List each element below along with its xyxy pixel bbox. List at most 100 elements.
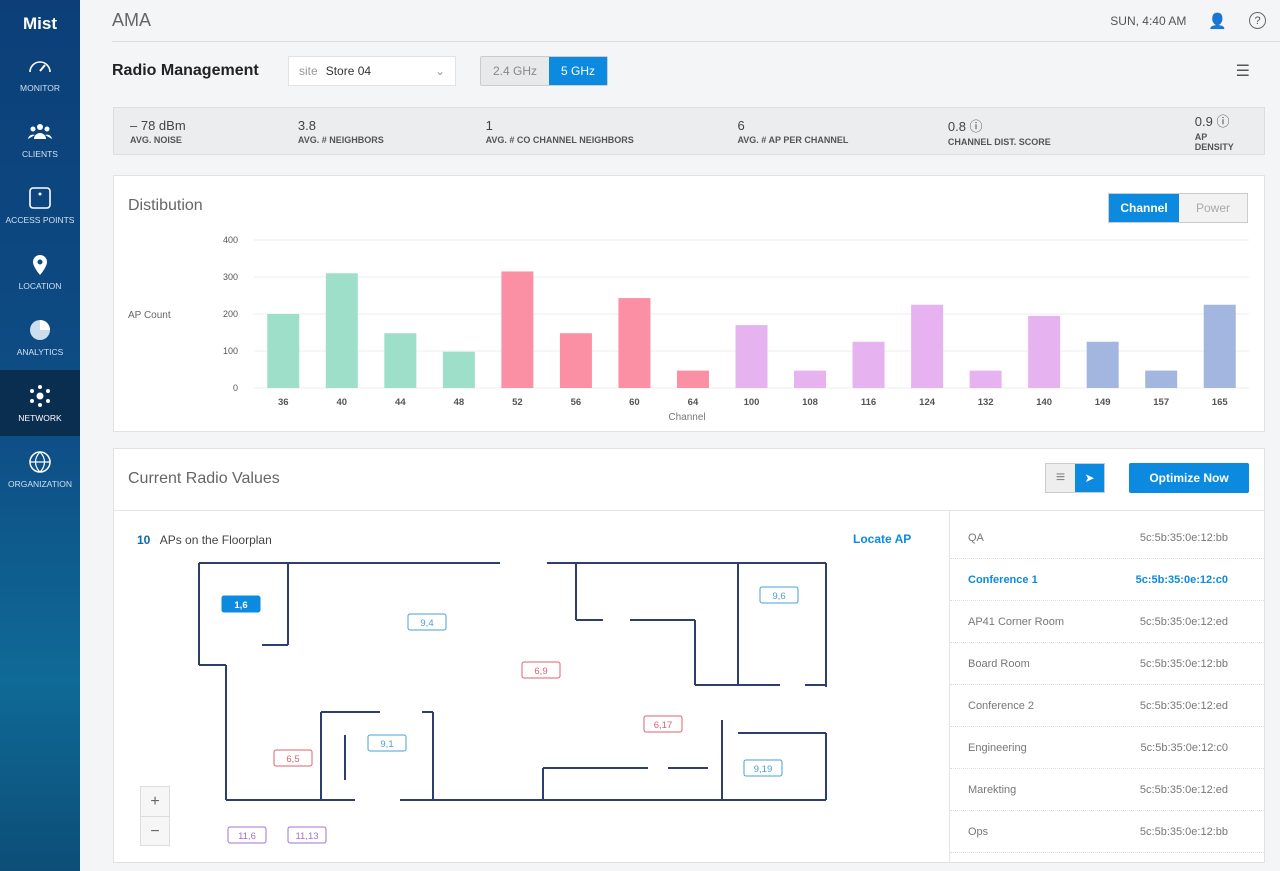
tab-channel[interactable]: Channel <box>1109 194 1179 222</box>
y-axis-label: AP Count <box>128 310 171 321</box>
stat-value: 6 <box>737 117 745 133</box>
ap-mac: 5c:5b:35:0e:12:ed <box>1139 699 1228 712</box>
ap-marker[interactable]: 9,4 <box>407 613 447 631</box>
band-5[interactable]: 5 GHz <box>549 57 608 85</box>
distribution-chart: 0 100 200 300 400 36 40 44 48 52 56 60 64 100 108 116 12… <box>128 235 1249 423</box>
ap-label: 9,1 <box>380 739 393 750</box>
x-tick-label: 165 <box>1212 397 1229 408</box>
band-2-4[interactable]: 2.4 GHz <box>481 57 550 85</box>
bar-140[interactable] <box>1028 315 1061 388</box>
ap-name: Conference 2 <box>968 699 1035 712</box>
sidebar-item-organization[interactable]: ORGANIZATION <box>0 436 80 502</box>
x-tick-label: 108 <box>802 397 818 408</box>
ap-marker[interactable]: 9,1 <box>367 734 407 752</box>
ap-mac: 5c:5b:35:0e:12:bb <box>1139 657 1228 670</box>
ap-list-item[interactable]: AP41 Corner Room 5c:5b:35:0e:12:ed <box>950 601 1264 643</box>
zoom-in-button[interactable]: + <box>141 787 169 817</box>
sidebar-item-monitor[interactable]: MONITOR <box>0 40 80 106</box>
x-tick-label: 64 <box>688 397 699 408</box>
ap-marker[interactable]: 6,17 <box>643 715 683 733</box>
ap-list-item[interactable]: QA 5c:5b:35:0e:12:bb <box>950 517 1264 559</box>
bar-64[interactable] <box>676 370 709 388</box>
ap-name: Board Room <box>968 657 1030 670</box>
bar-132[interactable] <box>969 370 1002 388</box>
sidebar-item-clients[interactable]: CLIENTS <box>0 106 80 172</box>
optimize-now-button[interactable]: Optimize Now <box>1129 463 1249 493</box>
floorplan[interactable]: 1,6 9,4 6,9 9,6 6,17 9,1 6,5 9,19 11,6 11,13 <box>114 510 948 860</box>
help-icon[interactable]: ? <box>1249 12 1266 29</box>
bar-116[interactable] <box>852 341 885 388</box>
page-title: Radio Management <box>112 62 259 79</box>
bar-60[interactable] <box>618 298 651 388</box>
site-select[interactable]: site Store 04 ⌄ <box>288 56 456 86</box>
pie-chart-icon <box>30 320 50 340</box>
ap-marker[interactable]: 11,6 <box>227 826 267 844</box>
zoom-out-button[interactable]: − <box>150 822 160 840</box>
ap-list-item[interactable]: Conference 2 5c:5b:35:0e:12:ed <box>950 685 1264 727</box>
ap-marker[interactable]: 6,9 <box>521 661 561 679</box>
bar-44[interactable] <box>384 333 417 388</box>
sidebar-item-access-points[interactable]: ACCESS POINTS <box>0 172 80 238</box>
x-tick-label: 149 <box>1095 397 1111 408</box>
sidebar-item-network[interactable]: NETWORK <box>0 370 80 436</box>
map-pointer-icon[interactable]: ➤ <box>1075 464 1104 492</box>
radio-card: Current Radio Values ≡ ➤ Optimize Now 10… <box>113 448 1265 863</box>
ap-list: QA 5c:5b:35:0e:12:bb Conference 1 5c:5b:35:… <box>950 517 1264 853</box>
bar-52[interactable] <box>501 271 534 388</box>
x-tick-label: 48 <box>454 397 465 408</box>
ap-list-item[interactable]: Conference 1 5c:5b:35:0e:12:c0 <box>950 559 1264 601</box>
bar-108[interactable] <box>794 370 827 388</box>
ap-marker[interactable]: 6,5 <box>273 749 313 767</box>
tab-power[interactable]: Power <box>1179 194 1247 222</box>
sidebar-item-label: ANALYTICS <box>16 347 64 357</box>
sidebar: Mist MONITOR CLIENTS ACCESS POINTS LOCATION… <box>0 0 80 871</box>
ap-list-item[interactable]: Ops 5c:5b:35:0e:12:bb <box>950 811 1264 853</box>
ap-name: QA <box>968 531 984 544</box>
stat-item: 0.9 ⓘ AP DENSITY <box>1195 108 1248 154</box>
bar-124[interactable] <box>911 304 944 388</box>
bar-100[interactable] <box>735 325 768 388</box>
sidebar-item-location[interactable]: LOCATION <box>0 238 80 304</box>
stat-item: 6 AVG. # AP PER CHANNEL <box>737 108 947 154</box>
band-toggle: 2.4 GHz 5 GHz <box>480 56 609 86</box>
ap-mac: 5c:5b:35:0e:12:c0 <box>1140 741 1228 754</box>
ap-mac: 5c:5b:35:0e:12:bb <box>1139 825 1228 838</box>
ap-list-item[interactable]: Board Room 5c:5b:35:0e:12:bb <box>950 643 1264 685</box>
top-bar: AMA SUN, 4:40 AM 👤 ? <box>112 0 1280 42</box>
x-axis-label: Channel <box>668 412 705 423</box>
ap-marker[interactable]: 9,19 <box>743 759 783 777</box>
ap-list-item[interactable]: Marekting 5c:5b:35:0e:12:ed <box>950 769 1264 811</box>
stat-value: – 78 dBm <box>130 117 186 133</box>
ap-marker[interactable]: 9,6 <box>759 586 799 604</box>
x-tick-label: 140 <box>1036 397 1052 408</box>
bar-149[interactable] <box>1086 341 1119 388</box>
ap-name: Ops <box>968 825 989 838</box>
ap-marker[interactable]: 11,13 <box>287 826 327 844</box>
ap-marker[interactable]: 1,6 <box>221 595 261 613</box>
ap-name: AP41 Corner Room <box>968 615 1064 628</box>
ap-mac: 5c:5b:35:0e:12:bb <box>1139 531 1228 544</box>
user-icon[interactable]: 👤 <box>1208 12 1227 30</box>
access-point-icon <box>29 187 51 209</box>
bar-48[interactable] <box>442 351 475 388</box>
sidebar-item-analytics[interactable]: ANALYTICS <box>0 304 80 370</box>
bar-56[interactable] <box>559 333 592 388</box>
filter-settings-icon[interactable]: ☰ <box>1235 63 1250 80</box>
stat-value: 1 <box>485 117 493 133</box>
list-view-icon[interactable]: ≡ <box>1046 464 1075 492</box>
ap-list-item[interactable]: Engineering 5c:5b:35:0e:12:c0 <box>950 727 1264 769</box>
ap-mac: 5c:5b:35:0e:12:ed <box>1139 783 1228 796</box>
mist-logo: Mist <box>23 14 57 33</box>
bar-165[interactable] <box>1203 304 1236 388</box>
stat-label: AP DENSITY <box>1194 131 1234 152</box>
ap-label: 11,13 <box>295 831 318 842</box>
locate-ap-link[interactable]: Locate AP <box>853 532 912 546</box>
bar-36[interactable] <box>267 314 300 388</box>
ap-count-label: APs on the Floorplan <box>159 533 272 547</box>
bar-157[interactable] <box>1145 370 1178 388</box>
bar-40[interactable] <box>325 273 358 388</box>
y-tick-label: 300 <box>223 272 238 282</box>
stat-label: CHANNEL DIST. SCORE <box>947 136 1051 147</box>
ap-label: 6,5 <box>286 754 299 765</box>
network-icon <box>30 385 50 407</box>
